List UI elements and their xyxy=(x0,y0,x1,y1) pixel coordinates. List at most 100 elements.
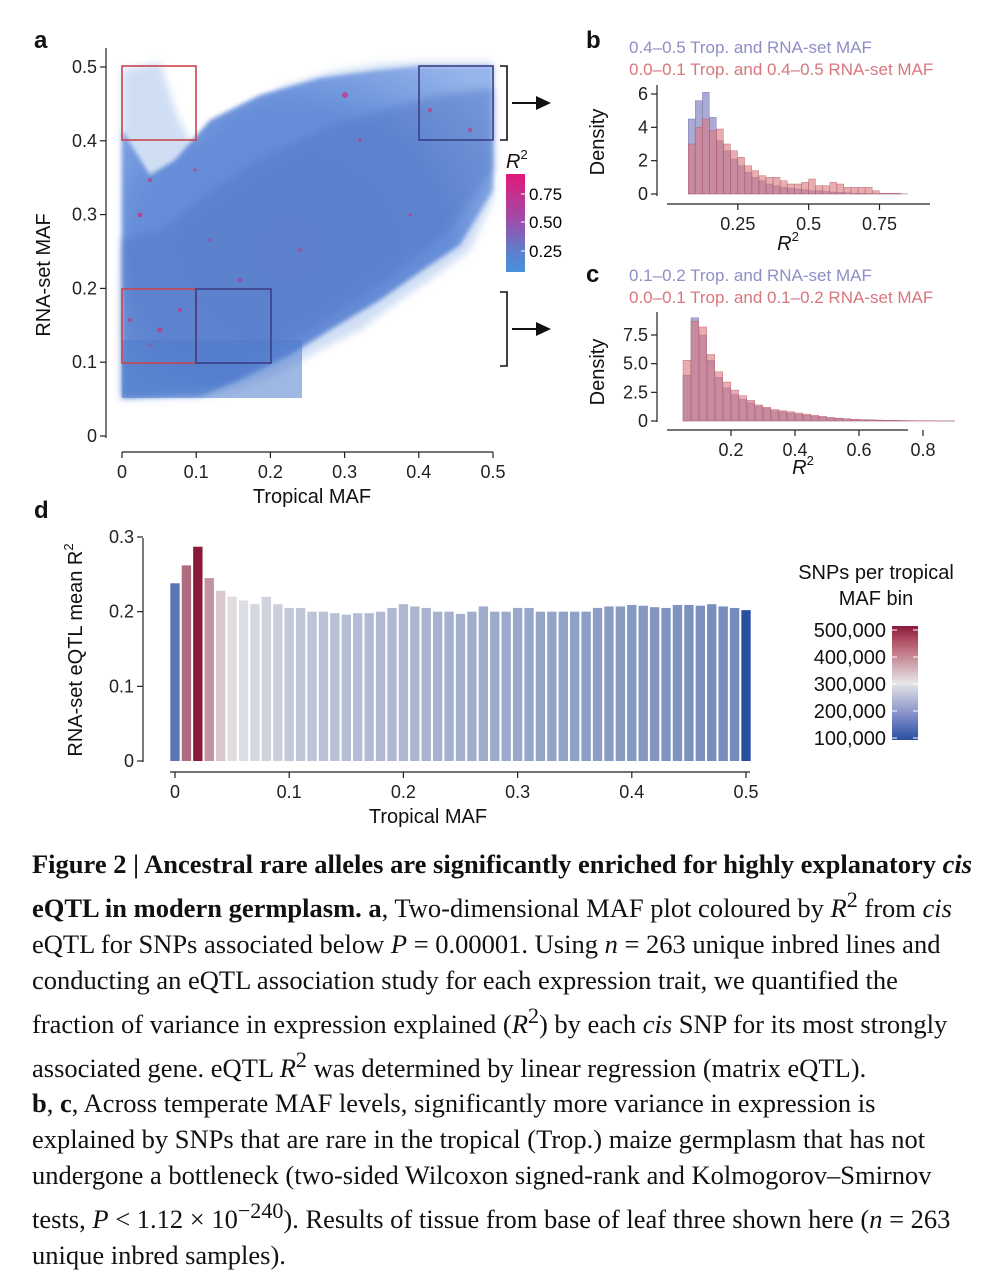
x-tick-label: 0.2 xyxy=(718,440,743,460)
histogram-bar xyxy=(698,326,707,422)
histogram-bar xyxy=(695,127,703,195)
histogram-bar xyxy=(850,187,859,195)
panel-c-y-label: Density xyxy=(587,339,609,406)
colorbar-ticks: 0.75 0.50 0.25 xyxy=(521,185,562,261)
panel-a-y-ticks: 0 0.1 0.2 0.3 0.4 0.5 xyxy=(72,57,106,446)
panel-c-letter: c xyxy=(586,261,599,288)
maf-bin-bar xyxy=(604,606,614,761)
panel-d-legend-ticks: 500,000 400,000 300,000 200,000 100,000 xyxy=(814,620,918,750)
histogram-bar xyxy=(801,182,809,195)
histogram-bar xyxy=(765,177,774,195)
panel-d-y-ticks: 0 0.1 0.2 0.3 xyxy=(109,527,143,771)
maf-bin-bar xyxy=(478,606,489,761)
maf-bin-bar xyxy=(535,611,546,761)
histogram-bar xyxy=(716,128,724,195)
histogram-bar xyxy=(762,407,771,422)
histogram-bar xyxy=(787,183,795,195)
maf-bin-bar xyxy=(581,611,591,761)
maf-bin-bar xyxy=(284,607,294,761)
panel-a: a xyxy=(33,27,562,508)
snp-count-colorbar xyxy=(892,626,918,740)
maf-bin-bar xyxy=(375,611,386,761)
histogram-bar xyxy=(802,413,811,422)
maf-bin-bar xyxy=(421,607,431,761)
panel-c-x-label: R2 xyxy=(792,453,814,479)
maf-bin-bar xyxy=(444,611,454,761)
maf-bin-bar xyxy=(273,604,283,761)
maf-bin-bar xyxy=(570,611,580,761)
maf-bin-bar xyxy=(695,605,706,761)
maf-bin-bar xyxy=(672,604,683,761)
histogram-bar xyxy=(822,185,830,195)
histogram-bar xyxy=(737,157,745,195)
x-tick-label: 0.4 xyxy=(782,440,807,460)
maf-bin-bar xyxy=(215,590,226,761)
histogram-bar xyxy=(770,409,779,422)
panel-b-histogram xyxy=(688,92,908,195)
maf-bin-bar xyxy=(410,606,420,761)
x-tick-label: 0 xyxy=(170,782,180,802)
panel-c-x-ticks: 0.2 0.4 0.6 0.8 xyxy=(718,430,936,460)
panel-c-legend-2: 0.0–0.1 Trop. and 0.1–0.2 RNA-set MAF xyxy=(629,288,933,307)
box-red-top xyxy=(121,65,197,141)
x-tick-label: 0.2 xyxy=(391,782,416,802)
panel-a-x-ticks: 0 0.1 0.2 0.3 0.4 0.5 xyxy=(117,452,506,482)
high-r2-specks xyxy=(128,92,472,348)
y-tick-label: 7.5 xyxy=(623,325,648,345)
y-tick-label: 0.3 xyxy=(72,205,97,225)
x-tick-label: 0.25 xyxy=(720,214,755,234)
y-tick-label: 2 xyxy=(638,151,648,171)
bracket-top xyxy=(500,65,508,141)
maf-bin-bar xyxy=(558,611,568,761)
maf-bin-bar xyxy=(718,606,728,761)
panel-b-x-label: R2 xyxy=(777,229,799,255)
maf-bin-bar xyxy=(512,607,523,761)
box-navy-bottom xyxy=(195,288,272,364)
histogram-bar xyxy=(882,420,891,422)
x-tick-label: 0.5 xyxy=(796,214,821,234)
panel-d-y-label: RNA-set eQTL mean R2 xyxy=(61,543,87,756)
histogram-bar xyxy=(842,418,851,422)
histogram-bar xyxy=(714,371,723,422)
panel-d-legend-title-1: SNPs per tropical xyxy=(798,562,954,584)
histogram-bar xyxy=(818,416,827,422)
maf-bin-bar xyxy=(501,611,511,761)
x-tick-label: 0.1 xyxy=(184,462,209,482)
histogram-bar xyxy=(682,360,691,422)
y-tick-label: 4 xyxy=(638,117,648,137)
legend-tick: 300,000 xyxy=(814,674,886,696)
panel-c-y-ticks: 0 2.5 5.0 7.5 xyxy=(623,325,657,431)
maf-bin-bar xyxy=(181,565,192,761)
panel-c-histogram xyxy=(682,317,955,422)
panel-d-x-label: Tropical MAF xyxy=(369,806,487,828)
histogram-bar xyxy=(738,395,747,422)
y-tick-label: 0.5 xyxy=(72,57,97,77)
maf-bin-bar xyxy=(649,607,660,761)
maf-bin-bar xyxy=(432,611,443,761)
arrow-bottom xyxy=(512,322,551,336)
box-navy-top xyxy=(418,65,494,141)
maf-bin-bar xyxy=(524,607,534,761)
histogram-bar xyxy=(754,404,763,422)
x-tick-label: 0.8 xyxy=(910,440,935,460)
histogram-bar xyxy=(890,420,899,422)
panel-a-x-label: Tropical MAF xyxy=(253,486,371,508)
x-tick-label: 0.6 xyxy=(846,440,871,460)
maf-bin-bar xyxy=(353,613,363,761)
maf-bin-bar xyxy=(170,583,180,761)
maf-bin-bar xyxy=(398,604,409,761)
maf-bin-bar xyxy=(707,604,717,761)
figure: a xyxy=(33,27,955,828)
maf-scatter-cloud xyxy=(122,62,493,398)
maf-bin-bar xyxy=(193,546,203,761)
panel-a-letter: a xyxy=(34,27,48,54)
maf-bin-bar xyxy=(250,604,260,761)
y-tick-label: 0.2 xyxy=(72,278,97,298)
histogram-bar xyxy=(866,419,875,422)
maf-bin-bar xyxy=(455,613,466,761)
x-tick-label: 0.2 xyxy=(258,462,283,482)
x-tick-label: 0.75 xyxy=(862,214,897,234)
maf-bin-bar xyxy=(364,613,374,761)
histogram-bar xyxy=(834,417,843,422)
y-tick-label: 0 xyxy=(124,751,134,771)
